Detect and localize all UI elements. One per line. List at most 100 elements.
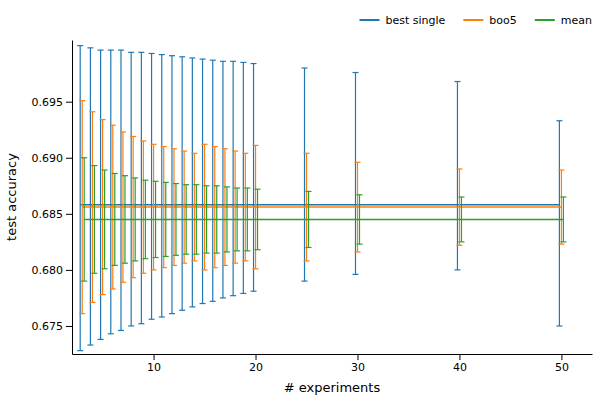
error-bar-cap (189, 306, 195, 307)
error-bar-cap (89, 302, 95, 303)
y-axis-title: test accuracy (4, 153, 19, 241)
error-bar (302, 68, 308, 281)
error-bar (200, 59, 206, 303)
error-bar-cap (251, 63, 257, 64)
error-bar-cap (98, 49, 104, 50)
error-bar (240, 62, 246, 293)
error-bar-cap (220, 297, 226, 298)
error-bar-cap (183, 184, 189, 185)
legend-item: boo5 (463, 14, 516, 27)
error-bar-stem (243, 62, 244, 293)
error-bar-cap (356, 194, 362, 195)
error-bar-cap (222, 265, 228, 266)
axis-line (72, 41, 73, 355)
error-bar-stem (151, 53, 152, 319)
error-bar-cap (352, 72, 358, 73)
error-bar-cap (302, 67, 308, 68)
error-bar-cap (212, 146, 218, 147)
error-bar-cap (183, 254, 189, 255)
tick: 0.675 (32, 320, 73, 333)
tick: 20 (249, 354, 263, 374)
error-bar-cap (149, 319, 155, 320)
error-bar (556, 121, 562, 326)
error-bar-cap (79, 313, 85, 314)
error-bar-cap (81, 157, 87, 158)
error-bar-cap (89, 111, 95, 112)
error-bar (251, 64, 257, 292)
error-bar-cap (108, 333, 114, 334)
marks (77, 46, 566, 351)
error-bar-cap (456, 168, 462, 169)
tick: 50 (555, 354, 569, 374)
error-bar-cap (240, 62, 246, 63)
error-bar (149, 53, 155, 319)
error-bar-cap (100, 294, 106, 295)
error-bar-cap (77, 45, 83, 46)
error-bar (108, 50, 114, 334)
error-bar-cap (200, 303, 206, 304)
error-bar-cap (138, 52, 144, 53)
error-bar-cap (102, 268, 108, 269)
error-bar-cap (240, 293, 246, 294)
error-bar-cap (214, 252, 220, 253)
error-bar-cap (306, 247, 312, 248)
error-bar-stem (233, 61, 234, 295)
error-bar-cap (142, 258, 148, 259)
error-bar-stem (202, 59, 203, 303)
error-bar (87, 48, 93, 345)
error-bar-cap (153, 181, 159, 182)
error-bar-stem (304, 68, 305, 281)
tick-mark (154, 354, 155, 360)
error-bar-cap (356, 244, 362, 245)
error-bar-cap (159, 316, 165, 317)
error-bar-cap (354, 162, 360, 163)
error-bar-cap (181, 150, 187, 151)
error-bar-cap (159, 54, 165, 55)
error-bar-stem (355, 73, 356, 275)
error-bar-cap (173, 183, 179, 184)
legend-label: best single (385, 14, 445, 27)
error-bar-cap (558, 169, 564, 170)
error-bar-cap (306, 191, 312, 192)
error-bar-cap (224, 186, 230, 187)
error-bar-stem (457, 81, 458, 269)
error-bar-cap (202, 269, 208, 270)
error-bar-stem (141, 52, 142, 323)
legend-label: mean (561, 14, 592, 27)
error-bar (220, 61, 226, 298)
tick-mark (357, 354, 358, 360)
error-bar-stem (192, 58, 193, 307)
error-bar-cap (179, 56, 185, 57)
error-bar-cap (118, 49, 124, 50)
error-bar-cap (77, 350, 83, 351)
tick: 0.690 (32, 152, 73, 165)
error-bar-cap (110, 125, 116, 126)
series (77, 46, 562, 351)
error-bar (128, 52, 134, 326)
tick-label: 10 (147, 361, 161, 374)
error-bar-cap (140, 273, 146, 274)
error-bar-cap (255, 249, 261, 250)
series (81, 158, 566, 281)
error-bar-cap (253, 145, 259, 146)
error-bar-cap (556, 325, 562, 326)
tick-mark (66, 102, 72, 103)
error-bar-stem (182, 57, 183, 310)
error-bar-cap (173, 255, 179, 256)
error-bar-cap (169, 313, 175, 314)
error-bar-cap (142, 180, 148, 181)
error-bar-cap (108, 49, 114, 50)
error-bar-cap (138, 323, 144, 324)
error-bar-cap (193, 254, 199, 255)
error-bar (179, 57, 185, 310)
error-bar-cap (202, 144, 208, 145)
error-bar-cap (234, 250, 240, 251)
error-bar-stem (120, 50, 121, 330)
error-bar-cap (81, 281, 87, 282)
error-bar-cap (560, 241, 566, 242)
error-bar-stem (222, 61, 223, 298)
error-bar-cap (153, 257, 159, 258)
error-bar-cap (112, 265, 118, 266)
error-bar-cap (558, 244, 564, 245)
error-bar-cap (140, 140, 146, 141)
